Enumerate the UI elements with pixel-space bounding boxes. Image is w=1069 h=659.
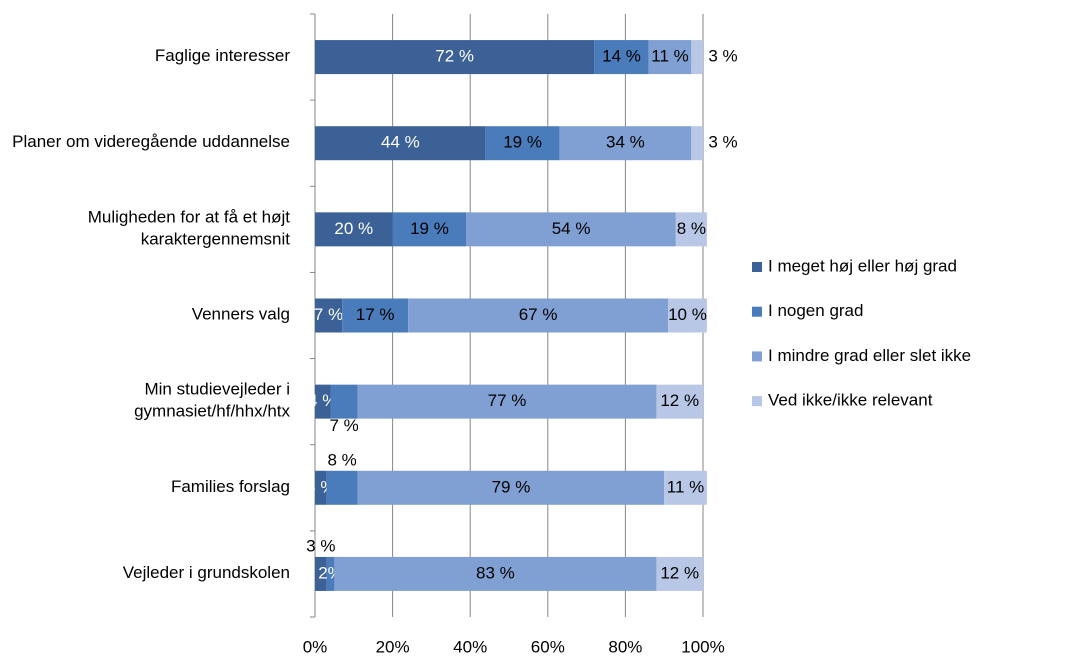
bar-segment xyxy=(408,298,669,333)
value-label: 44 % xyxy=(381,133,420,152)
value-label: 19 % xyxy=(503,133,542,152)
value-label: 8 % xyxy=(328,450,357,469)
legend-swatch xyxy=(752,396,762,407)
y-tick-label: Faglige interesser xyxy=(155,47,290,66)
value-label: 7 % xyxy=(329,416,358,435)
value-label: 3 % xyxy=(306,536,335,555)
legend-swatch xyxy=(752,351,762,362)
value-label: 10 % xyxy=(668,305,707,324)
value-label: 79 % xyxy=(492,477,531,496)
x-tick-label: 80% xyxy=(608,637,642,656)
value-label: 7 % xyxy=(314,305,343,324)
bar-segment xyxy=(315,298,343,333)
bar-segment xyxy=(334,556,657,591)
bar-segment xyxy=(485,126,560,161)
value-label: 67 % xyxy=(519,305,558,324)
y-tick-label: Venners valg xyxy=(192,305,290,324)
bar-segment xyxy=(594,40,649,75)
bar-segment xyxy=(326,470,358,505)
legend-label: Ved ikke/ikke relevant xyxy=(768,391,933,410)
bar-segment xyxy=(691,126,703,161)
value-label: 11 % xyxy=(667,477,705,496)
value-label: 54 % xyxy=(552,219,591,238)
bar-segment xyxy=(357,384,657,419)
value-label: 83 % xyxy=(476,563,515,582)
x-tick-label: 20% xyxy=(376,637,410,656)
y-tick-label: Muligheden for at få et højt karaktergenn… xyxy=(88,208,291,249)
bar-segment xyxy=(315,556,327,591)
value-label: 12 % xyxy=(660,391,699,410)
bar-segment xyxy=(315,40,595,75)
value-label: 34 % xyxy=(606,133,645,152)
bar-segment xyxy=(392,212,467,247)
bar-segment xyxy=(675,212,707,247)
bar-segment xyxy=(357,470,665,505)
bar-segment xyxy=(559,126,692,161)
legend-swatch xyxy=(752,306,762,317)
y-tick-label: Vejleder i grundskolen xyxy=(123,563,290,582)
bar-segment xyxy=(466,212,676,247)
value-label: 3 % xyxy=(708,133,737,152)
value-label: 17 % xyxy=(356,305,395,324)
value-label: 8 % xyxy=(677,219,706,238)
value-label: 14 % xyxy=(602,47,641,66)
y-tick-label: Min studievejleder i gymnasiet/hf/hhx/htx xyxy=(134,380,290,421)
bar-segment xyxy=(691,40,703,75)
value-label: 19 % xyxy=(410,219,449,238)
value-label: 12 % xyxy=(660,563,699,582)
bar-segment xyxy=(315,384,331,419)
legend-swatch xyxy=(752,262,762,272)
legend-label: I nogen grad xyxy=(768,301,863,320)
bar-segment xyxy=(648,40,692,75)
value-label: 72 % xyxy=(435,47,474,66)
x-tick-label: 40% xyxy=(453,637,487,656)
y-tick-label: Families forslag xyxy=(171,477,290,496)
bar-segment xyxy=(656,556,703,591)
value-label: 3 % xyxy=(708,47,737,66)
bar-segment xyxy=(664,470,707,505)
legend-label: I mindre grad eller slet ikke xyxy=(768,346,971,365)
value-label: 77 % xyxy=(488,391,527,410)
bar-segment xyxy=(342,298,409,333)
bar-segment xyxy=(315,470,327,505)
bar-segment xyxy=(326,556,335,591)
bar-segment xyxy=(330,384,358,419)
value-label: 11 % xyxy=(651,47,689,66)
value-label: 20 % xyxy=(334,219,373,238)
bar-segment xyxy=(315,212,393,247)
value-label: 4 % xyxy=(308,391,337,410)
x-tick-label: 100% xyxy=(681,637,724,656)
bar-segment xyxy=(656,384,703,419)
x-tick-label: 0% xyxy=(303,637,328,656)
bar-segment xyxy=(668,298,707,333)
bar-segment xyxy=(315,126,486,161)
x-tick-label: 60% xyxy=(531,637,565,656)
y-tick-label: Planer om videregående uddannelse xyxy=(12,133,290,152)
legend-label: I meget høj eller høj grad xyxy=(768,256,957,275)
